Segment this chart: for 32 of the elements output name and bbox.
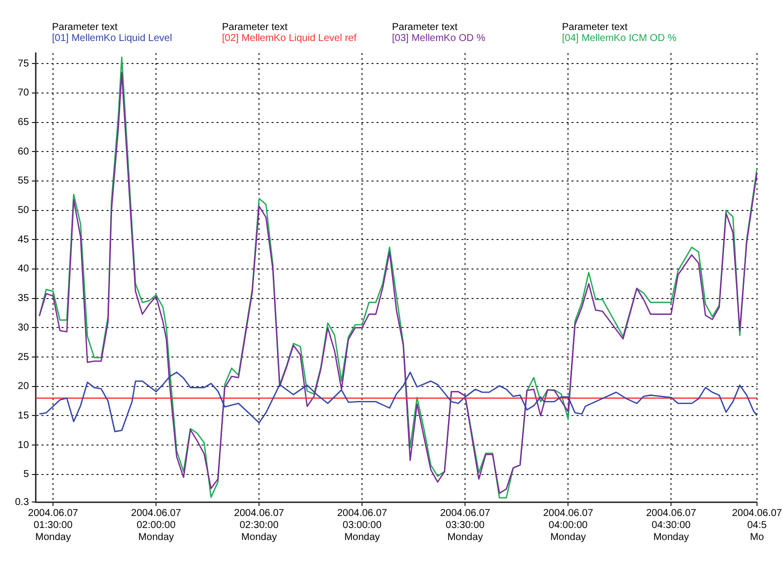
text: Parameter text bbox=[562, 22, 628, 33]
y-tick-label: 55 bbox=[18, 176, 30, 187]
x-tick-label: 2004.06.07 04:5 Mo bbox=[732, 508, 782, 543]
text: Parameter text bbox=[222, 22, 288, 33]
y-tick-label: 10 bbox=[18, 440, 30, 451]
y-tick-label: 75 bbox=[18, 58, 30, 70]
x-tick-label: 2004.06.07 03:30:00 Monday bbox=[440, 508, 491, 543]
y-tick-label: 0.3 bbox=[14, 496, 30, 508]
x-tick-label: 2004.06.07 02:00:00 Monday bbox=[131, 508, 182, 543]
legend-title: Parameter text bbox=[52, 22, 119, 33]
y-tick-label: 50 bbox=[18, 205, 30, 216]
y-tick-label: 30 bbox=[18, 322, 30, 334]
y-tick-label: 65 bbox=[18, 117, 30, 128]
text: [02] MellemKo Liquid Level ref bbox=[222, 33, 358, 44]
x-tick-label: 2004.06.07 04:00:00 Monday bbox=[543, 508, 594, 543]
y-tick-label: 5 bbox=[23, 469, 30, 480]
text: Parameter text bbox=[392, 22, 458, 33]
x-tick-label: 2004.06.07 02:30:00 Monday bbox=[234, 508, 285, 543]
x-tick-label: 2004.06.07 01:30:00 Monday bbox=[28, 508, 79, 543]
text: [03] MellemKo OD % bbox=[392, 33, 486, 44]
y-tick-label: 20 bbox=[18, 381, 30, 392]
x-tick-label: 2004.06.07 03:00:00 Monday bbox=[337, 508, 388, 543]
y-tick-label: 60 bbox=[18, 146, 30, 158]
y-tick-label: 25 bbox=[18, 352, 30, 363]
text: [01] MellemKo Liquid Level bbox=[52, 33, 174, 44]
x-tick-label: 2004.06.07 04:30:00 Monday bbox=[646, 508, 697, 543]
y-tick-label: 70 bbox=[18, 88, 30, 99]
y-tick-label: 15 bbox=[18, 410, 30, 422]
y-tick-label: 45 bbox=[18, 234, 30, 246]
y-tick-label: 40 bbox=[18, 264, 30, 275]
y-tick-label: 35 bbox=[18, 293, 30, 304]
text: [04] MellemKo ICM OD % bbox=[562, 33, 678, 44]
